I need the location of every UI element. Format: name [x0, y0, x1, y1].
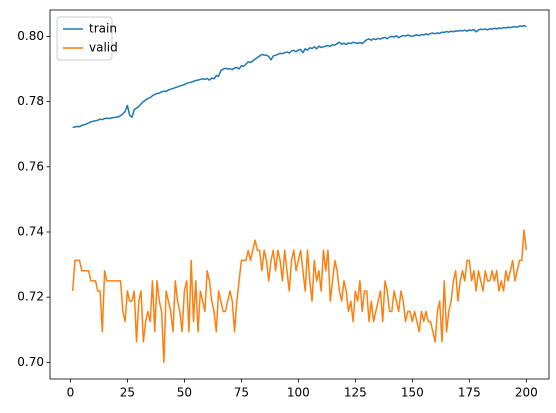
y-tick-label: 0.72: [17, 290, 44, 304]
x-tick-label: 200: [515, 386, 538, 400]
y-tick-label: 0.76: [17, 159, 44, 173]
line-series: [72, 24, 527, 129]
axes-frame: [49, 9, 550, 380]
legend-box: [56, 16, 113, 61]
x-tick-label: 150: [401, 386, 424, 400]
x-tick-label: 75: [234, 386, 249, 400]
x-tick-label: 175: [458, 386, 481, 400]
legend-label: train: [89, 22, 117, 36]
x-tick-label: 125: [344, 386, 367, 400]
x-tick-label: 0: [67, 386, 75, 400]
legend-label: valid: [89, 41, 118, 55]
y-tick-label: 0.80: [17, 29, 44, 43]
x-tick-label: 100: [287, 386, 310, 400]
x-tick-label: 25: [120, 386, 135, 400]
y-tick-label: 0.70: [17, 355, 44, 369]
y-tick-label: 0.78: [17, 94, 44, 108]
line-series: [71, 229, 528, 364]
y-tick-label: 0.74: [17, 224, 44, 238]
x-tick-label: 50: [177, 386, 192, 400]
